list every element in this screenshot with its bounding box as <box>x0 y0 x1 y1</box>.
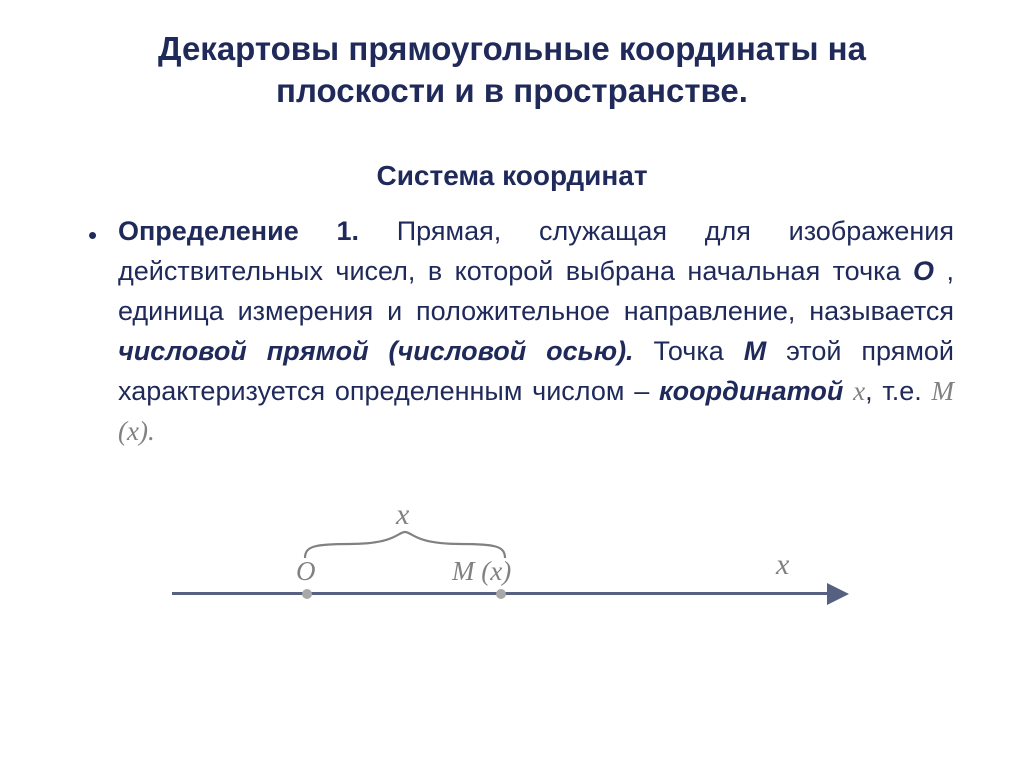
point-m <box>496 589 506 599</box>
para-segment: Точка <box>634 336 744 366</box>
arrow-right-icon <box>827 583 849 605</box>
para-segment: , т.е. <box>865 376 931 406</box>
subtitle: Система координат <box>70 160 954 192</box>
point-m-label: M (x) <box>452 556 511 587</box>
brace-label-x: x <box>396 498 409 532</box>
bullet-dot: • <box>88 222 97 248</box>
axis-label-x: x <box>776 548 789 582</box>
term-coord: координатой <box>659 376 843 406</box>
term-numline: числовой прямой (числовой осью). <box>118 336 634 366</box>
number-line-diagram: x O M (x) x <box>172 490 852 640</box>
math-x: x <box>853 376 865 406</box>
definition-label: Определение 1. <box>118 216 359 246</box>
body-block: • Определение 1. Прямая, служащая для из… <box>70 212 954 452</box>
definition-paragraph: Определение 1. Прямая, служащая для изоб… <box>118 212 954 452</box>
var-o: О <box>913 256 934 286</box>
main-title: Декартовы прямоугольные координаты на пл… <box>70 28 954 112</box>
var-m: М <box>744 336 767 366</box>
origin-label: O <box>296 556 316 587</box>
origin-point <box>302 589 312 599</box>
slide: Декартовы прямоугольные координаты на пл… <box>0 0 1024 768</box>
